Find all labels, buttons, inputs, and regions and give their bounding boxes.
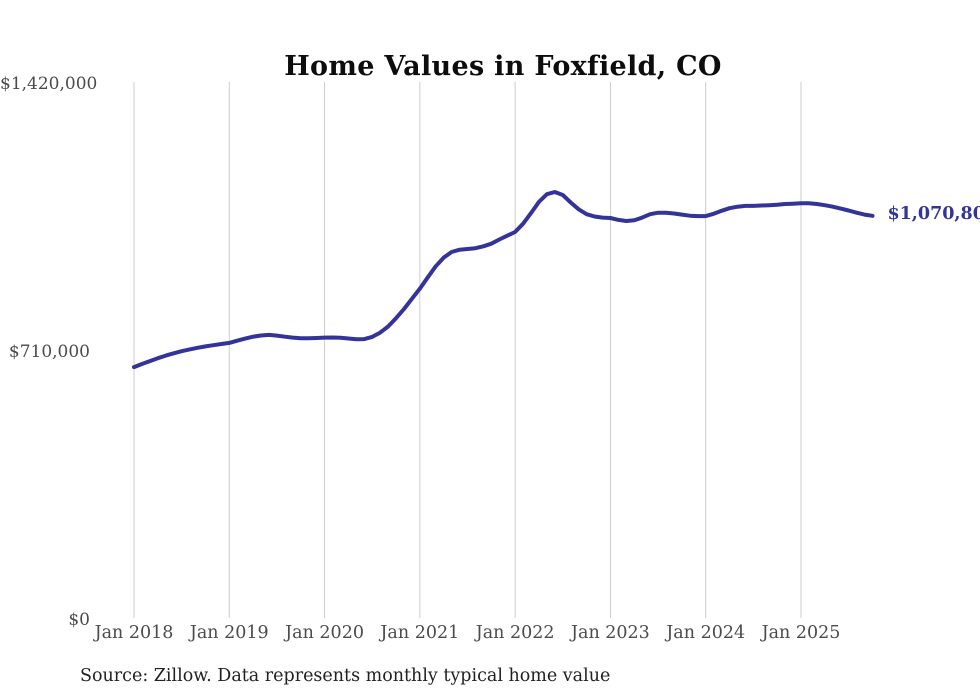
x-tick-label: Jan 2024 [666,623,746,643]
chart-title: Home Values in Foxfield, CO [284,51,722,83]
x-tick-label: Jan 2019 [189,623,269,643]
x-tick-label: Jan 2018 [94,623,174,643]
source-note: Source: Zillow. Data represents monthly … [80,666,611,686]
home-value-line-series [132,190,875,370]
x-tick-label: Jan 2022 [475,623,555,643]
y-tick-label: $0 [68,609,90,630]
y-tick-label: $710,000 [8,341,90,362]
x-tick-label: Jan 2021 [380,623,460,643]
x-tick-label: Jan 2025 [761,623,841,643]
x-tick-label: Jan 2023 [571,623,650,643]
series-end-value-label: $1,070,800 [887,203,980,224]
y-tick-label: $1,420,000 [0,73,98,94]
x-tick-label: Jan 2020 [285,623,364,643]
